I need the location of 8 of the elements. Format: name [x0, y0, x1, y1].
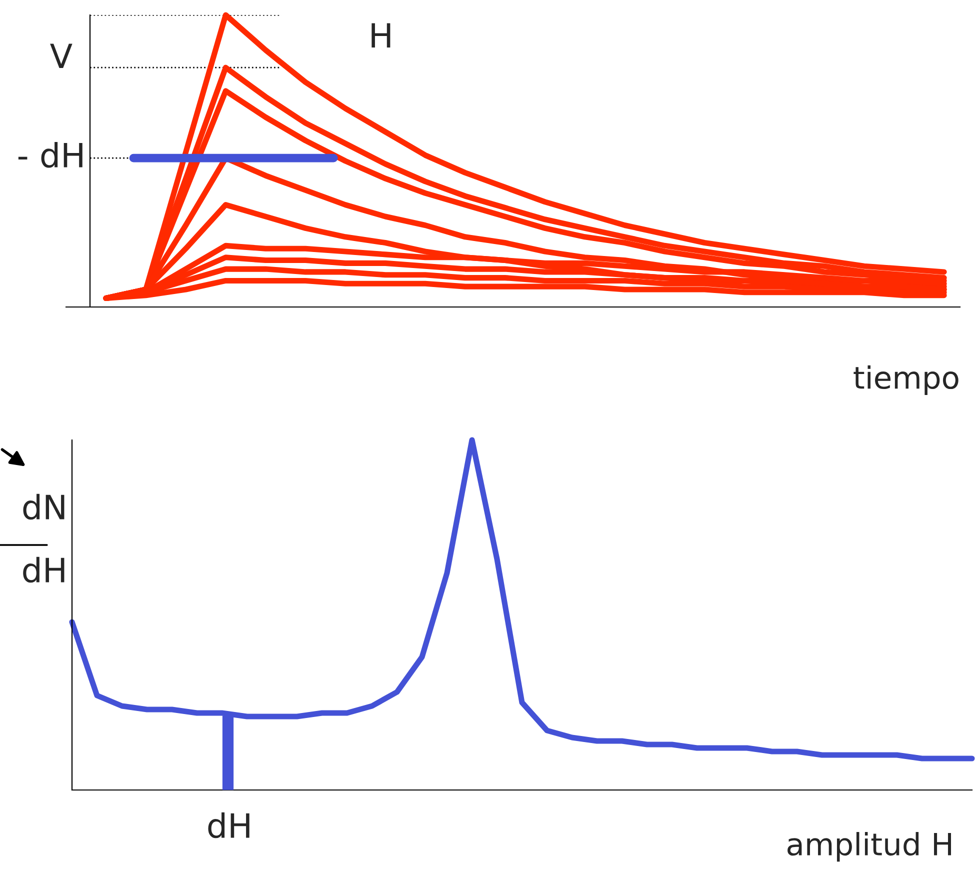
text: dH	[23, 556, 64, 583]
annotation: H	[372, 23, 390, 48]
text: dN	[23, 494, 64, 520]
annotation: - dH	[18, 142, 82, 168]
annotation: V	[50, 44, 72, 68]
x-axis-title: tiempo	[854, 365, 958, 395]
x-axis-title: amplitud H	[788, 832, 951, 862]
text: dH	[208, 812, 250, 838]
